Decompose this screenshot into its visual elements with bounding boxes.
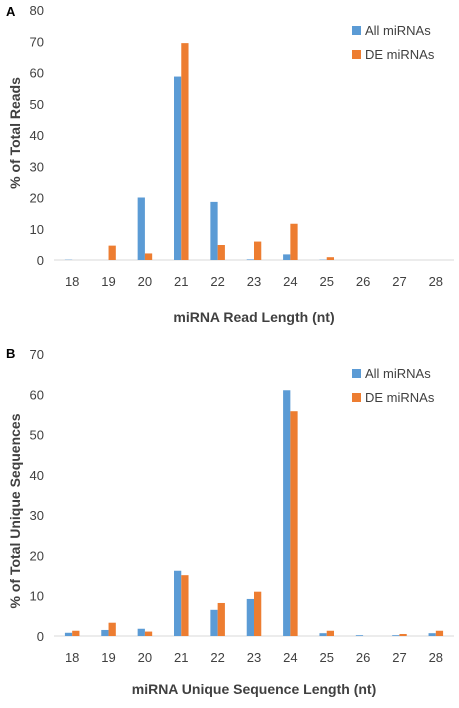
panel-b-xtick-label: 18: [65, 650, 79, 665]
panel-a-xtick-label: 18: [65, 274, 79, 289]
panel-b-ytick-label: 60: [30, 387, 44, 402]
panel-a-letter: A: [6, 4, 16, 19]
panel-b-bar-de-19: [109, 623, 116, 636]
panel-a-bar-de-22: [218, 245, 225, 260]
panel-b-xtick-label: 23: [247, 650, 261, 665]
panel-b-bar-all-18: [65, 633, 72, 636]
panel-a-bar-de-21: [181, 43, 188, 260]
panel-a-bar-de-23: [254, 242, 261, 260]
panel-a-bar-all-23: [247, 259, 254, 260]
panel-b-bar-de-24: [290, 411, 297, 636]
panel-b-xtick-label: 25: [319, 650, 333, 665]
panel-b-ytick-label: 20: [30, 548, 44, 563]
panel-b-bar-de-18: [72, 631, 79, 636]
panel-b-bar-de-22: [218, 603, 225, 636]
panel-a-bar-all-21: [174, 77, 181, 260]
panel-a-xtick-label: 19: [101, 274, 115, 289]
panel-a-ytick-label: 50: [30, 97, 44, 112]
panel-b-ytick-label: 10: [30, 589, 44, 604]
panel-b-xtick-label: 27: [392, 650, 406, 665]
panel-a-ylabel: % of Total Reads: [7, 77, 23, 189]
panel-a-xtick-label: 27: [392, 274, 406, 289]
panel-b: B % of Total Unique Sequences 0 10 20 30 40 5…: [6, 346, 454, 697]
panel-b-legend-swatch-de: [352, 393, 361, 402]
panel-a-bar-all-22: [210, 202, 217, 260]
panel-a-ytick-label: 80: [30, 3, 44, 18]
panel-a-legend-label-all: All miRNAs: [365, 23, 431, 38]
panel-a-ytick-label: 0: [37, 253, 44, 268]
panel-a-xtick-label: 21: [174, 274, 188, 289]
panel-a-xtick-label: 28: [429, 274, 443, 289]
panel-a-ytick-label: 60: [30, 66, 44, 81]
panel-b-xtick-label: 19: [101, 650, 115, 665]
panel-a-ytick-label: 30: [30, 159, 44, 174]
panel-b-bar-de-27: [399, 634, 406, 636]
panel-b-letter: B: [6, 346, 15, 361]
panel-b-xtick-label: 22: [210, 650, 224, 665]
panel-b-bar-de-25: [327, 631, 334, 636]
panel-a: A % of Total Reads 0 10 20 30 40 50 60 70 80 18 19…: [6, 3, 454, 325]
panel-b-ytick-label: 50: [30, 428, 44, 443]
panel-b-bar-de-28: [436, 631, 443, 636]
panel-a-bar-de-25: [327, 257, 334, 260]
panel-b-bar-de-20: [145, 632, 152, 636]
panel-a-xtick-label: 24: [283, 274, 297, 289]
panel-b-ytick-label: 40: [30, 468, 44, 483]
panel-b-legend-swatch-all: [352, 369, 361, 378]
panel-a-xtick-label: 25: [319, 274, 333, 289]
panel-b-xtick-label: 26: [356, 650, 370, 665]
panel-b-xtick-label: 20: [138, 650, 152, 665]
panel-a-xtick-label: 22: [210, 274, 224, 289]
panel-a-legend-swatch-de: [352, 50, 361, 59]
panel-b-bar-all-19: [101, 630, 108, 636]
panel-b-bar-all-20: [138, 629, 145, 636]
panel-a-ytick-label: 20: [30, 191, 44, 206]
panel-b-bar-all-27: [392, 635, 399, 636]
panel-a-bar-all-20: [138, 198, 145, 261]
panel-a-ytick-label: 70: [30, 34, 44, 49]
panel-a-ytick-label: 40: [30, 128, 44, 143]
panel-b-xtick-label: 28: [429, 650, 443, 665]
panel-a-bar-de-19: [109, 246, 116, 260]
panel-a-xtick-label: 20: [138, 274, 152, 289]
panel-b-bar-all-23: [247, 599, 254, 636]
panel-b-bar-de-23: [254, 592, 261, 636]
panel-a-bar-all-24: [283, 254, 290, 260]
panel-a-ytick-label: 10: [30, 222, 44, 237]
panel-b-bar-all-26: [356, 635, 363, 636]
panel-a-bar-de-24: [290, 224, 297, 260]
panel-b-legend-label-de: DE miRNAs: [365, 390, 435, 405]
panel-a-legend-label-de: DE miRNAs: [365, 47, 435, 62]
panel-b-ytick-label: 0: [37, 629, 44, 644]
panel-a-xtick-label: 26: [356, 274, 370, 289]
panel-b-xlabel: miRNA Unique Sequence Length (nt): [132, 681, 376, 697]
panel-b-legend-label-all: All miRNAs: [365, 366, 431, 381]
panel-b-bar-all-28: [429, 633, 436, 636]
panel-b-bar-all-21: [174, 571, 181, 636]
panel-b-xtick-label: 21: [174, 650, 188, 665]
panel-b-bar-all-25: [319, 633, 326, 636]
panel-b-xtick-label: 24: [283, 650, 297, 665]
panel-b-ytick-label: 70: [30, 347, 44, 362]
panel-a-plot: 0 10 20 30 40 50 60 70 80 18 19 20 21 22 23 24 25 26 27 28 A…: [30, 3, 454, 289]
panel-a-bar-de-20: [145, 253, 152, 260]
panel-b-ylabel: % of Total Unique Sequences: [7, 413, 23, 608]
panel-b-bar-all-24: [283, 390, 290, 636]
panel-b-plot: 0 10 20 30 40 50 60 70 18 19 20 21 22 23 24 25 26 27 28 All…: [30, 347, 454, 665]
panel-b-bar-de-21: [181, 575, 188, 636]
panel-a-legend-swatch-all: [352, 26, 361, 35]
panel-a-xtick-label: 23: [247, 274, 261, 289]
panel-a-xlabel: miRNA Read Length (nt): [173, 309, 334, 325]
panel-b-bar-all-22: [210, 610, 217, 636]
panel-b-ytick-label: 30: [30, 508, 44, 523]
